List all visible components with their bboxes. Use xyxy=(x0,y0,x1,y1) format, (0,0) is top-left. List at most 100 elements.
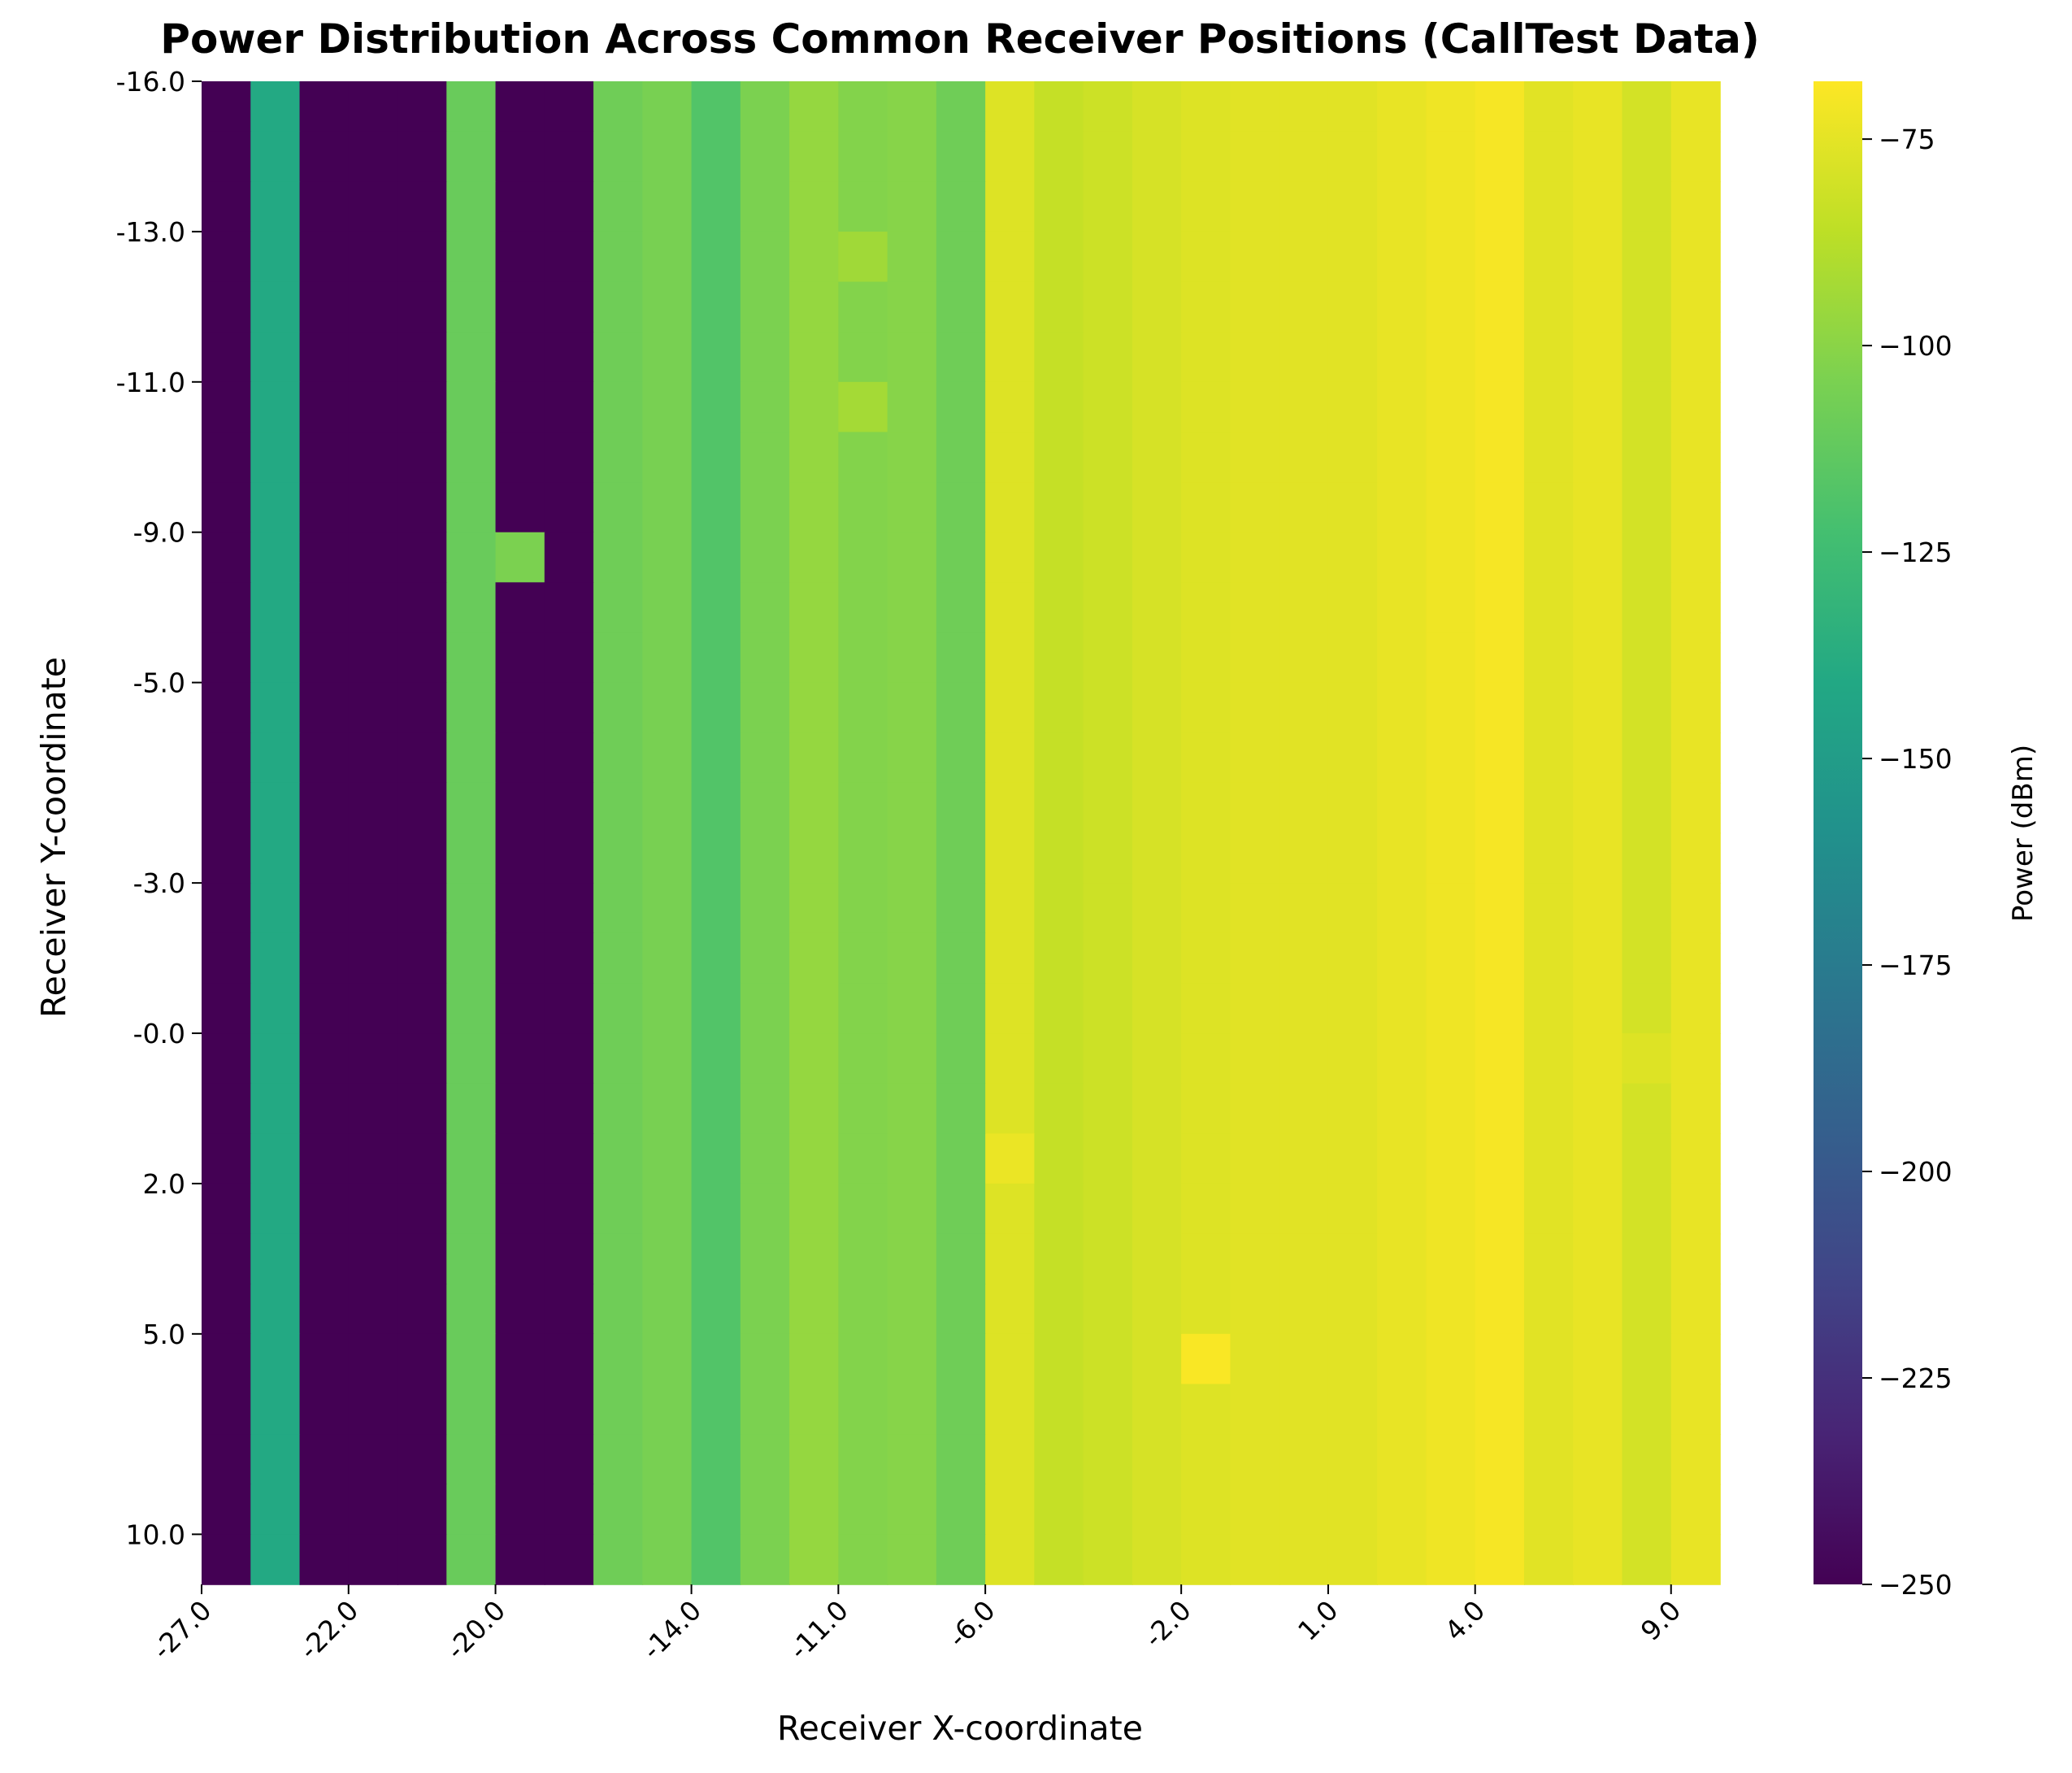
heatmap-cell xyxy=(1327,632,1378,684)
heatmap-cell xyxy=(250,231,301,283)
heatmap-cell xyxy=(1279,1484,1329,1536)
heatmap-cell xyxy=(299,181,350,232)
heatmap-cell xyxy=(202,632,252,684)
heatmap-cell xyxy=(1475,131,1525,183)
heatmap-cell xyxy=(1377,1333,1427,1385)
heatmap-cell xyxy=(202,1233,252,1284)
heatmap-cell xyxy=(1377,932,1427,984)
heatmap-cell xyxy=(348,381,398,433)
heatmap-cell xyxy=(789,1384,840,1435)
heatmap-cell xyxy=(1622,332,1672,383)
heatmap-cell xyxy=(544,381,594,433)
heatmap-cell xyxy=(740,231,790,283)
heatmap-cell xyxy=(446,181,497,232)
heatmap-cell xyxy=(789,832,840,884)
heatmap-cell xyxy=(1327,1333,1378,1385)
heatmap-cell xyxy=(1622,532,1672,584)
heatmap-cell xyxy=(397,983,448,1034)
heatmap-cell xyxy=(202,1534,252,1585)
heatmap-cell xyxy=(887,983,937,1034)
heatmap-cell xyxy=(1132,883,1182,934)
heatmap-cell xyxy=(1622,1333,1672,1385)
heatmap-cell xyxy=(936,1133,986,1184)
heatmap-cell xyxy=(202,782,252,834)
heatmap-cell xyxy=(936,1233,986,1284)
heatmap-cell xyxy=(1230,482,1280,533)
heatmap-cell xyxy=(1573,782,1623,834)
heatmap-cell xyxy=(250,1384,301,1435)
heatmap-cell xyxy=(642,1434,693,1485)
heatmap-cell xyxy=(397,1333,448,1385)
heatmap-cell xyxy=(495,1033,545,1084)
heatmap-cell xyxy=(1426,1284,1476,1335)
heatmap-cell xyxy=(1327,582,1378,633)
heatmap-cell xyxy=(1426,1484,1476,1536)
heatmap-cell xyxy=(1230,181,1280,232)
heatmap-cell xyxy=(397,181,448,232)
y-tick-label: -5.0 xyxy=(133,667,185,699)
heatmap-cell xyxy=(1132,1183,1182,1235)
heatmap-cell xyxy=(1426,1333,1476,1385)
heatmap-cell xyxy=(1279,932,1329,984)
heatmap-cell xyxy=(1181,582,1231,633)
heatmap-cell xyxy=(1181,1133,1231,1184)
heatmap-cell xyxy=(1327,1133,1378,1184)
heatmap-cell xyxy=(593,131,644,183)
heatmap-cell xyxy=(202,231,252,283)
heatmap-cell xyxy=(495,732,545,784)
heatmap-cell xyxy=(1181,381,1231,433)
heatmap-cell xyxy=(887,1183,937,1235)
heatmap-cell xyxy=(1132,482,1182,533)
heatmap-cell xyxy=(1083,732,1133,784)
heatmap-cell xyxy=(1426,81,1476,133)
heatmap-cell xyxy=(397,381,448,433)
heatmap-cell xyxy=(1083,381,1133,433)
heatmap-cell xyxy=(593,231,644,283)
heatmap-cell xyxy=(1230,1183,1280,1235)
heatmap-cell xyxy=(299,381,350,433)
heatmap-cell xyxy=(1327,1284,1378,1335)
heatmap-cell xyxy=(250,732,301,784)
heatmap-cell xyxy=(593,332,644,383)
heatmap-cell xyxy=(593,532,644,584)
heatmap-cell xyxy=(299,732,350,784)
heatmap-cell xyxy=(1377,281,1427,332)
x-axis-ticks: -27.0 -22.0 -20.0 -14.0 -11.0 -6.0 -2.0 1.0 4.0 9… xyxy=(146,1584,1687,1666)
heatmap-cell xyxy=(1083,332,1133,383)
heatmap-cell xyxy=(1132,1484,1182,1536)
heatmap-cell xyxy=(446,131,497,183)
heatmap-cell xyxy=(838,1133,888,1184)
y-tick-label: 2.0 xyxy=(143,1168,185,1200)
heatmap-cell xyxy=(691,1284,741,1335)
heatmap-cell xyxy=(1083,482,1133,533)
heatmap-cell xyxy=(887,1434,937,1485)
heatmap-cell xyxy=(1083,1284,1133,1335)
heatmap-cell xyxy=(691,1384,741,1435)
heatmap-cell xyxy=(1377,1484,1427,1536)
heatmap-cell xyxy=(1230,281,1280,332)
heatmap-cell xyxy=(789,582,840,633)
heatmap-cell xyxy=(740,1083,790,1135)
heatmap-cell xyxy=(691,432,741,483)
heatmap-cell xyxy=(1327,1534,1378,1585)
heatmap-cell xyxy=(1181,281,1231,332)
heatmap-cell xyxy=(348,532,398,584)
heatmap-cell xyxy=(446,281,497,332)
heatmap-cell xyxy=(1377,582,1427,633)
heatmap-cell xyxy=(1523,1384,1575,1435)
heatmap-cell xyxy=(1083,832,1133,884)
heatmap-cell xyxy=(1230,1434,1280,1485)
heatmap-cell xyxy=(642,281,693,332)
heatmap-cell xyxy=(936,1384,986,1435)
heatmap-cell xyxy=(397,532,448,584)
heatmap-cell xyxy=(1670,883,1721,934)
heatmap-cell xyxy=(593,181,644,232)
heatmap-cell xyxy=(1523,1434,1575,1485)
heatmap-cell xyxy=(348,983,398,1034)
heatmap-cell xyxy=(593,1333,644,1385)
x-tick-label: -11.0 xyxy=(783,1594,854,1666)
heatmap-cell xyxy=(544,281,594,332)
heatmap-cell xyxy=(1573,932,1623,984)
heatmap-cell xyxy=(1426,632,1476,684)
heatmap-cell xyxy=(1573,1333,1623,1385)
